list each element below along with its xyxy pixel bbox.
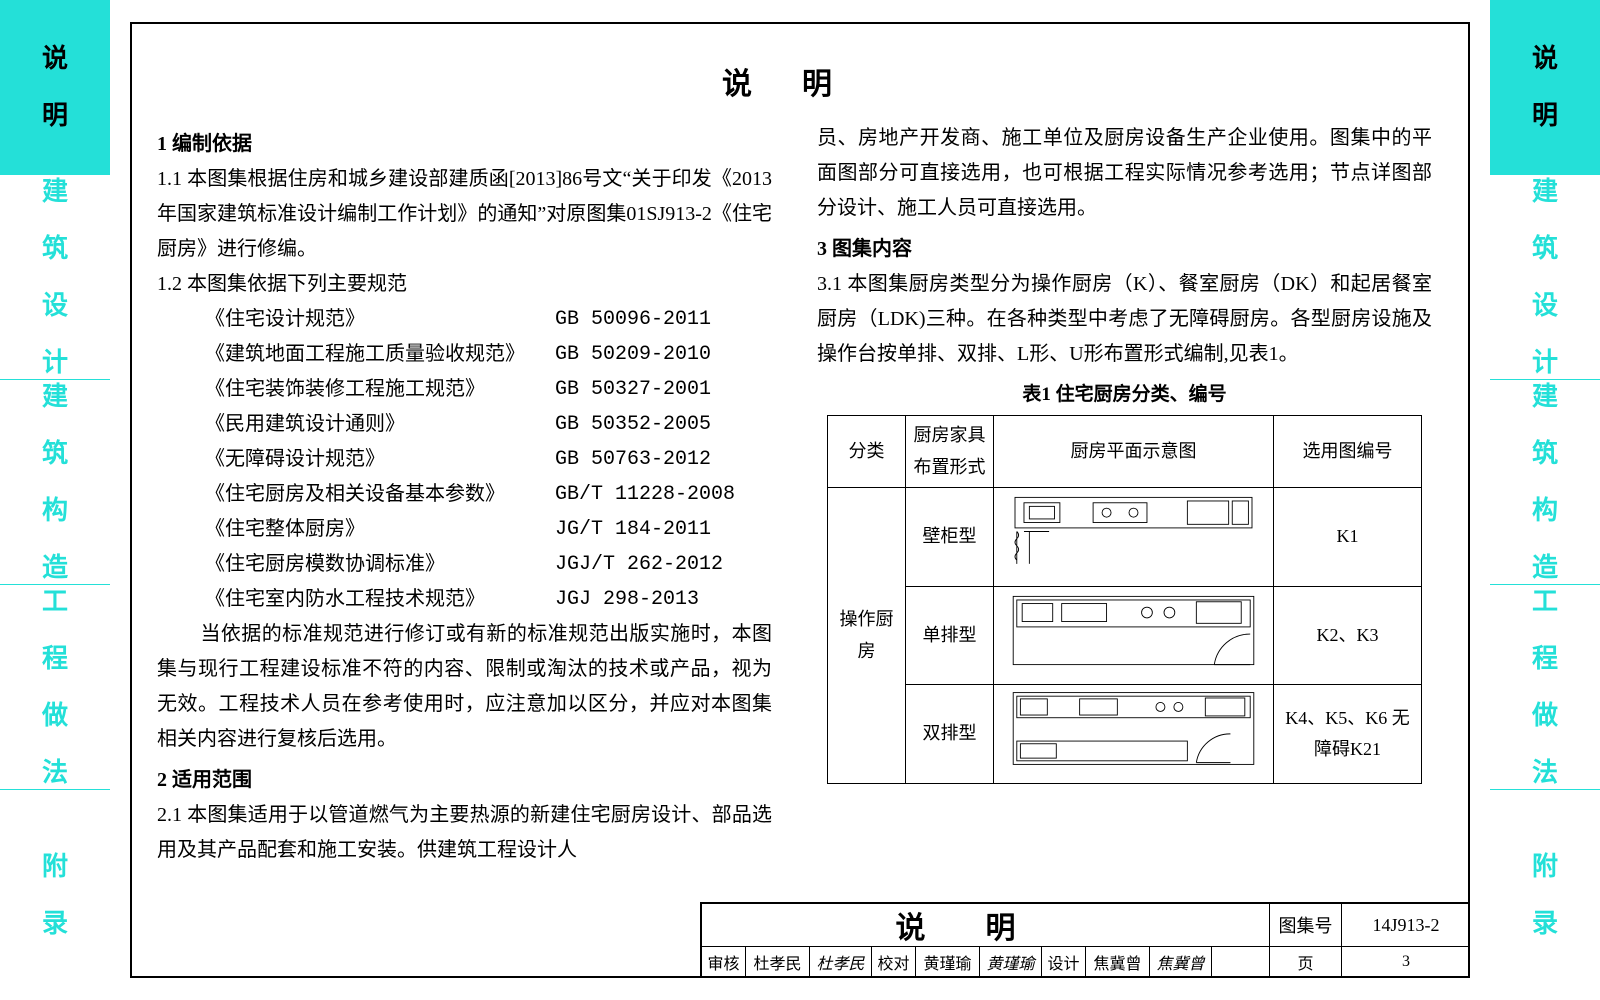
spec-code: GB 50096-2011 <box>555 302 711 337</box>
titleblock-title: 说明 <box>702 904 1270 946</box>
spec-name: 《住宅整体厨房》 <box>205 512 555 547</box>
spec-code: GB 50327-2001 <box>555 372 711 407</box>
spec-code: GB 50352-2005 <box>555 407 711 442</box>
page-value: 3 <box>1342 946 1470 976</box>
spec-row: 《住宅厨房模数协调标准》JGJ/T 262-2012 <box>157 547 772 582</box>
column-right: 员、房地产开发商、施工单位及厨房设备生产企业使用。图集中的平面图部分可直接选用，… <box>817 121 1432 868</box>
spec-name: 《住宅装饰装修工程施工规范》 <box>205 372 555 407</box>
kitchen-plan-icon <box>1000 689 1267 768</box>
spec-row: 《无障碍设计规范》GB 50763-2012 <box>157 442 772 477</box>
spec-code: JGJ/T 262-2012 <box>555 547 723 582</box>
column-left: 1 编制依据 1.1 本图集根据住房和城乡建设部建质函[2013]86号文“关于… <box>157 121 772 868</box>
sig-design: 焦冀曾 <box>1150 946 1212 976</box>
form-cell: 壁柜型 <box>906 488 994 587</box>
plan-cell-3 <box>994 685 1274 784</box>
title-block: 说明 图集号 14J913-2 审核 杜孝民 杜孝民 校对 黄瑾瑜 黄瑾瑜 设计… <box>700 902 1470 976</box>
th-plan: 厨房平面示意图 <box>994 416 1274 488</box>
page-title: 说明 <box>157 59 1447 103</box>
plan-cell-1 <box>994 488 1274 587</box>
table-row: 操作厨房 壁柜型 <box>828 488 1422 587</box>
set-value: 14J913-2 <box>1342 904 1470 946</box>
para-1-3: 当依据的标准规范进行修订或有新的标准规范出版实施时，本图集与现行工程建设标准不符… <box>157 617 772 757</box>
table-header-row: 分类 厨房家具布置形式 厨房平面示意图 选用图编号 <box>828 416 1422 488</box>
name-design: 焦冀曾 <box>1086 946 1150 976</box>
code-cell: K4、K5、K6 无障碍K21 <box>1274 685 1422 784</box>
table-row: 双排型 <box>828 685 1422 784</box>
spec-code: JG/T 184-2011 <box>555 512 711 547</box>
form-cell: 双排型 <box>906 685 994 784</box>
heading-2: 2 适用范围 <box>157 763 772 798</box>
spec-name: 《住宅室内防水工程技术规范》 <box>205 582 555 617</box>
spec-code: JGJ 298-2013 <box>555 582 699 617</box>
sidebar-item-3[interactable]: 工程做法 <box>0 585 110 790</box>
spec-row: 《住宅厨房及相关设备基本参数》GB/T 11228-2008 <box>157 477 772 512</box>
group-cell: 操作厨房 <box>828 488 906 784</box>
code-cell: K1 <box>1274 488 1422 587</box>
heading-1: 1 编制依据 <box>157 127 772 162</box>
para-2-1: 2.1 本图集适用于以管道燃气为主要热源的新建住宅厨房设计、部品选用及其产品配套… <box>157 798 772 868</box>
form-cell: 单排型 <box>906 586 994 685</box>
page-frame: 说明 1 编制依据 1.1 本图集根据住房和城乡建设部建质函[2013]86号文… <box>130 22 1470 978</box>
spec-row: 《民用建筑设计通则》GB 50352-2005 <box>157 407 772 442</box>
spec-name: 《无障碍设计规范》 <box>205 442 555 477</box>
sig-check: 黄瑾瑜 <box>980 946 1042 976</box>
th-code: 选用图编号 <box>1274 416 1422 488</box>
sidebar-item-1[interactable]: 建筑设计 <box>1490 175 1600 380</box>
th-form: 厨房家具布置形式 <box>906 416 994 488</box>
sidebar-item-1[interactable]: 建筑设计 <box>0 175 110 380</box>
plan-cell-2 <box>994 586 1274 685</box>
spec-code: GB/T 11228-2008 <box>555 477 735 512</box>
para-1-2: 1.2 本图集依据下列主要规范 <box>157 267 772 302</box>
sidebar-left: 说明建筑设计建筑构造工程做法附录 <box>0 0 110 1000</box>
sig-review: 杜孝民 <box>810 946 872 976</box>
spec-list: 《住宅设计规范》GB 50096-2011《建筑地面工程施工质量验收规范》GB … <box>157 302 772 617</box>
name-review: 杜孝民 <box>746 946 810 976</box>
kitchen-table: 分类 厨房家具布置形式 厨房平面示意图 选用图编号 操作厨房 壁柜型 <box>827 415 1422 784</box>
sidebar-item-0[interactable]: 说明 <box>1490 0 1600 175</box>
kitchen-plan-icon <box>1000 591 1267 670</box>
page-label: 页 <box>1270 946 1342 976</box>
sidebar-item-4[interactable]: 附录 <box>1490 790 1600 1000</box>
th-category: 分类 <box>828 416 906 488</box>
kitchen-plan-icon <box>1000 492 1267 571</box>
spec-row: 《住宅整体厨房》JG/T 184-2011 <box>157 512 772 547</box>
para-1-1: 1.1 本图集根据住房和城乡建设部建质函[2013]86号文“关于印发《2013… <box>157 162 772 267</box>
para-3-1: 3.1 本图集厨房类型分为操作厨房（K）、餐室厨房（DK）和起居餐室厨房（LDK… <box>817 267 1432 372</box>
para-2-1-cont: 员、房地产开发商、施工单位及厨房设备生产企业使用。图集中的平面图部分可直接选用，… <box>817 121 1432 226</box>
sidebar-item-0[interactable]: 说明 <box>0 0 110 175</box>
sidebar-right: 说明建筑设计建筑构造工程做法附录 <box>1490 0 1600 1000</box>
spec-code: GB 50763-2012 <box>555 442 711 477</box>
heading-3: 3 图集内容 <box>817 232 1432 267</box>
code-cell: K2、K3 <box>1274 586 1422 685</box>
sidebar-item-3[interactable]: 工程做法 <box>1490 585 1600 790</box>
spec-name: 《民用建筑设计通则》 <box>205 407 555 442</box>
spec-name: 《建筑地面工程施工质量验收规范》 <box>205 337 555 372</box>
spec-name: 《住宅厨房模数协调标准》 <box>205 547 555 582</box>
spec-row: 《建筑地面工程施工质量验收规范》GB 50209-2010 <box>157 337 772 372</box>
role-review: 审核 <box>702 946 746 976</box>
role-check: 校对 <box>872 946 916 976</box>
sidebar-item-2[interactable]: 建筑构造 <box>0 380 110 585</box>
spec-code: GB 50209-2010 <box>555 337 711 372</box>
name-check: 黄瑾瑜 <box>916 946 980 976</box>
table-caption: 表1 住宅厨房分类、编号 <box>817 378 1432 411</box>
role-design: 设计 <box>1042 946 1086 976</box>
spec-name: 《住宅设计规范》 <box>205 302 555 337</box>
spec-row: 《住宅装饰装修工程施工规范》GB 50327-2001 <box>157 372 772 407</box>
spec-row: 《住宅室内防水工程技术规范》JGJ 298-2013 <box>157 582 772 617</box>
spec-row: 《住宅设计规范》GB 50096-2011 <box>157 302 772 337</box>
sidebar-item-2[interactable]: 建筑构造 <box>1490 380 1600 585</box>
sidebar-item-4[interactable]: 附录 <box>0 790 110 1000</box>
spec-name: 《住宅厨房及相关设备基本参数》 <box>205 477 555 512</box>
table-row: 单排型 <box>828 586 1422 685</box>
set-label: 图集号 <box>1270 904 1342 946</box>
page-content: 说明 1 编制依据 1.1 本图集根据住房和城乡建设部建质函[2013]86号文… <box>157 59 1447 849</box>
